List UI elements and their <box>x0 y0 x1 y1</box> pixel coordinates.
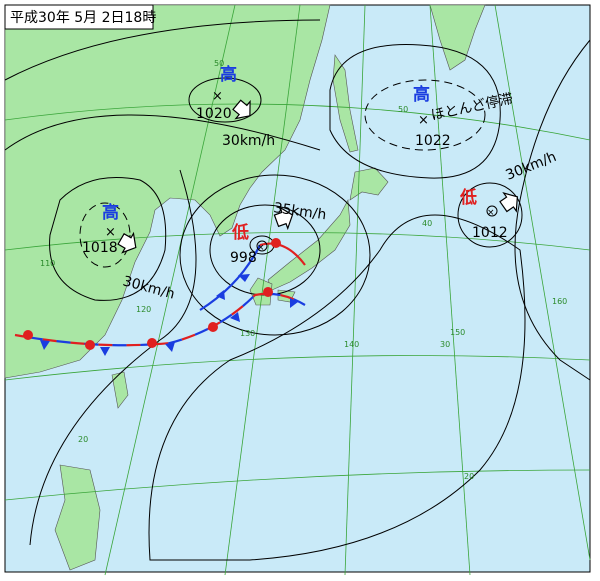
centers: × × × × × <box>105 89 498 253</box>
title: 平成30年 5月 2日18時 <box>10 10 156 26</box>
fronts <box>14 238 306 356</box>
x-mark: × <box>418 113 429 128</box>
pressure: 1018 <box>82 240 118 256</box>
low-center <box>256 240 268 252</box>
lat-label: 20 <box>464 472 474 481</box>
low-label: 低 <box>459 187 477 208</box>
lat-label: 50 <box>214 59 224 68</box>
lat-label: 50 <box>398 105 408 114</box>
title-box <box>4 4 154 30</box>
x-mark: × <box>105 225 116 240</box>
land <box>4 4 486 571</box>
low-center <box>486 205 498 217</box>
motion: 30km/h <box>222 133 275 149</box>
pressure: 1022 <box>415 133 451 149</box>
lon-label: 140 <box>344 340 359 349</box>
isobars <box>4 19 591 561</box>
motion: 35km/h <box>272 200 327 223</box>
graticule <box>4 4 591 576</box>
lon-label: 150 <box>450 328 465 337</box>
x-mark: × <box>487 208 495 218</box>
pressure: 1012 <box>472 225 508 241</box>
pressure: 1020 <box>196 106 232 122</box>
lon-label: 110 <box>40 259 55 268</box>
high-label: 高 <box>413 84 430 105</box>
lat-label: 40 <box>422 219 432 228</box>
lat-label: 20 <box>78 435 88 444</box>
lon-label: 130 <box>240 329 255 338</box>
lat-label: 30 <box>440 340 450 349</box>
grid-labels: 50 50 40 30 20 20 110 120 130 140 150 16… <box>40 59 567 481</box>
x-mark: × <box>257 243 265 253</box>
motion-arrows <box>117 99 519 254</box>
lon-label: 160 <box>552 297 567 306</box>
pressure: 998 <box>230 250 257 266</box>
low-label: 低 <box>231 222 249 243</box>
lon-label: 120 <box>136 305 151 314</box>
high-label: 高 <box>102 202 119 223</box>
x-mark: × <box>212 89 223 104</box>
high-label: 高 <box>220 64 237 85</box>
